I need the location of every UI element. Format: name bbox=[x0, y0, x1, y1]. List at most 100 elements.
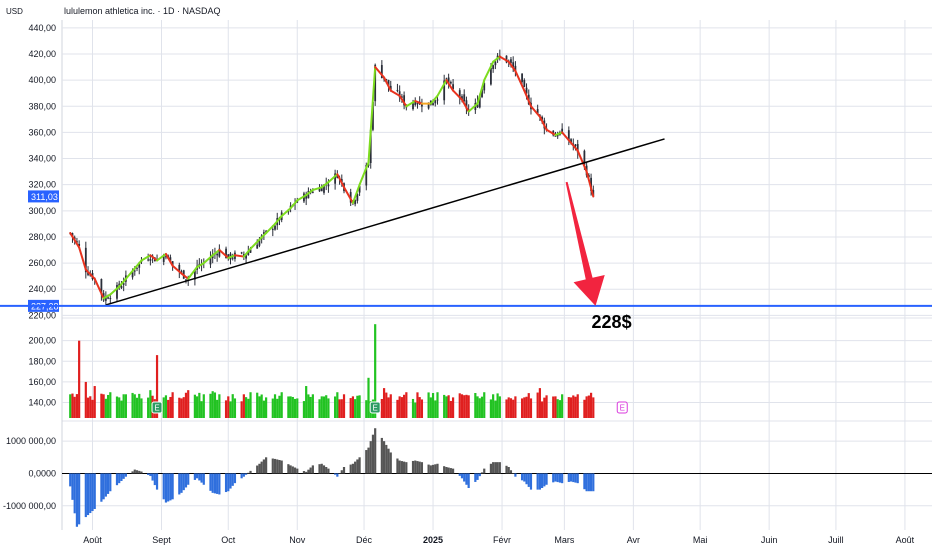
oscillator-bar bbox=[167, 473, 170, 502]
candle-body bbox=[178, 264, 181, 272]
moving-average-segment bbox=[561, 131, 573, 144]
candle-body bbox=[510, 59, 512, 64]
volume-bar bbox=[164, 395, 168, 418]
oscillator-bar bbox=[213, 473, 217, 494]
volume-bar bbox=[474, 393, 477, 418]
oscillator-bar bbox=[434, 464, 437, 474]
oscillator-bar bbox=[396, 458, 399, 474]
volume-bar bbox=[483, 392, 486, 418]
oscillator-bar bbox=[305, 471, 308, 474]
moving-average-segment bbox=[233, 254, 245, 258]
oscillator-bar bbox=[256, 465, 259, 474]
volume-bar bbox=[102, 394, 105, 418]
moving-average-segment bbox=[211, 249, 221, 257]
volume-bar bbox=[467, 395, 470, 418]
oscillator-bar bbox=[109, 473, 112, 492]
oscillator-bar bbox=[311, 465, 314, 474]
moving-average-segment bbox=[140, 254, 152, 262]
volume-bar bbox=[447, 395, 450, 418]
volume-bar bbox=[449, 400, 452, 418]
moving-average-segment bbox=[405, 100, 417, 108]
moving-average-segment bbox=[164, 252, 174, 267]
earnings-marker-label: E bbox=[620, 404, 625, 413]
volume-bar bbox=[296, 398, 299, 418]
oscillator-bar bbox=[184, 473, 188, 488]
oscillator-tick-label: -1000 000,00 bbox=[3, 501, 56, 511]
moving-average-segment bbox=[274, 215, 283, 225]
volume-tick-label: 140,00 bbox=[28, 398, 56, 408]
oscillator-bar bbox=[276, 459, 279, 474]
volume-bar bbox=[429, 397, 432, 418]
oscillator-bar bbox=[187, 473, 190, 485]
moving-average-segment bbox=[492, 55, 501, 63]
oscillator-bar bbox=[420, 462, 424, 474]
oscillator-bar bbox=[458, 473, 461, 476]
target-annotation: 228$ bbox=[592, 312, 632, 332]
volume-bar bbox=[358, 395, 361, 418]
oscillator-bar bbox=[558, 473, 562, 483]
volume-bar bbox=[398, 396, 401, 418]
volume-bar bbox=[198, 392, 201, 418]
oscillator-bar bbox=[322, 465, 326, 474]
candle-body bbox=[478, 96, 481, 108]
volume-bar bbox=[178, 397, 181, 418]
moving-average-segment bbox=[102, 293, 112, 300]
volume-bar bbox=[325, 395, 328, 418]
oscillator-bar bbox=[334, 473, 337, 475]
volume-bar bbox=[193, 394, 196, 418]
moving-average-segment bbox=[133, 259, 143, 270]
oscillator-bar bbox=[227, 473, 230, 492]
volume-bar bbox=[109, 392, 112, 418]
currency-box bbox=[0, 2, 55, 20]
candle-body bbox=[320, 187, 323, 192]
volume-bar bbox=[78, 340, 81, 418]
candle-body bbox=[334, 173, 337, 184]
oscillator-bar bbox=[358, 457, 361, 474]
volume-bar bbox=[75, 394, 79, 418]
oscillator-tick-label: 0,0000 bbox=[28, 468, 56, 478]
oscillator-bar bbox=[242, 473, 245, 477]
volume-bar bbox=[389, 394, 392, 418]
oscillator-bar bbox=[171, 473, 174, 500]
candle-body bbox=[138, 262, 141, 268]
volume-bar bbox=[405, 392, 408, 418]
candle-body bbox=[149, 258, 152, 261]
volume-bar bbox=[247, 398, 250, 418]
oscillator-bar bbox=[447, 467, 450, 474]
volume-bar bbox=[476, 396, 479, 418]
candle-body bbox=[449, 82, 452, 84]
candle-body bbox=[574, 144, 577, 146]
oscillator-bar bbox=[374, 428, 377, 474]
oscillator-bar bbox=[552, 473, 555, 483]
candle-body bbox=[512, 62, 515, 68]
candle-body bbox=[583, 150, 586, 165]
oscillator-bar bbox=[106, 473, 110, 494]
volume-bar bbox=[233, 398, 237, 418]
oscillator-bar bbox=[155, 473, 159, 490]
time-tick-label: Sept bbox=[152, 535, 171, 545]
candle-body bbox=[483, 82, 486, 91]
volume-bar bbox=[382, 388, 386, 418]
volume-bar bbox=[403, 394, 406, 418]
candle-body bbox=[327, 184, 330, 187]
candle-body bbox=[523, 80, 526, 87]
candle-body bbox=[576, 144, 579, 153]
candle-body bbox=[412, 103, 414, 110]
volume-bar bbox=[171, 392, 174, 418]
oscillator-bar bbox=[478, 473, 481, 477]
oscillator-bar bbox=[369, 441, 372, 474]
moving-average-segment bbox=[124, 267, 136, 280]
moving-average-segment bbox=[336, 173, 346, 189]
volume-bar bbox=[480, 396, 484, 418]
candle-body bbox=[554, 135, 557, 137]
candle-body bbox=[421, 103, 423, 107]
moving-average-segment bbox=[343, 186, 354, 204]
candle-body bbox=[147, 259, 150, 261]
oscillator-bar bbox=[78, 473, 81, 525]
volume-bar bbox=[420, 399, 424, 418]
moving-average-segment bbox=[414, 100, 423, 105]
volume-bar bbox=[583, 399, 586, 418]
candle-body bbox=[372, 101, 374, 130]
candle-body bbox=[262, 232, 265, 234]
